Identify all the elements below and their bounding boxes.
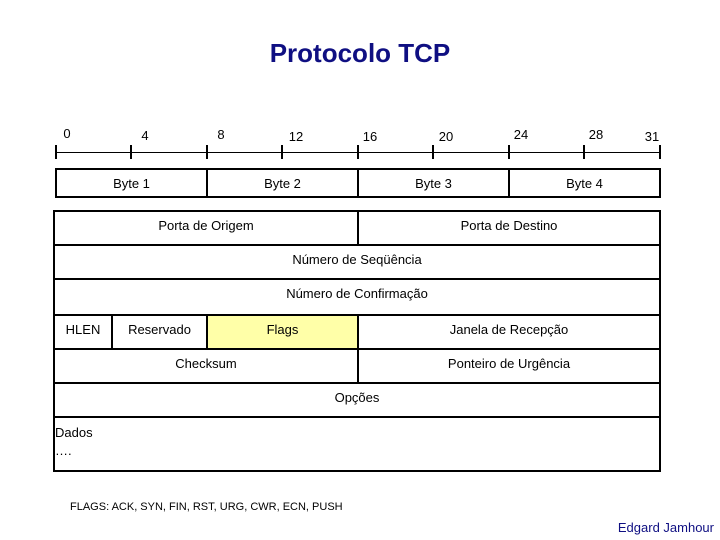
ack-number-field: Número de Confirmação bbox=[53, 278, 661, 316]
bit-tick bbox=[583, 145, 585, 159]
bit-label-24: 24 bbox=[513, 127, 529, 142]
byte-1-cell: Byte 1 bbox=[55, 168, 208, 198]
bit-label-4: 4 bbox=[141, 128, 149, 143]
bit-tick bbox=[281, 145, 283, 159]
author-name: Edgard Jamhour bbox=[617, 520, 714, 535]
bit-label-31: 31 bbox=[644, 129, 660, 144]
source-port-field: Porta de Origem bbox=[53, 210, 359, 246]
bit-tick bbox=[508, 145, 510, 159]
dest-port-field: Porta de Destino bbox=[357, 210, 661, 246]
hlen-field: HLEN bbox=[53, 314, 113, 350]
bit-tick bbox=[357, 145, 359, 159]
bit-tick bbox=[659, 145, 661, 159]
data-label: Dados bbox=[55, 425, 93, 440]
bit-label-16: 16 bbox=[362, 129, 378, 144]
bit-tick bbox=[432, 145, 434, 159]
byte-4-cell: Byte 4 bbox=[508, 168, 661, 198]
bit-label-0: 0 bbox=[63, 126, 71, 141]
bit-tick bbox=[130, 145, 132, 159]
bit-tick bbox=[206, 145, 208, 159]
flags-legend: FLAGS: ACK, SYN, FIN, RST, URG, CWR, ECN… bbox=[70, 501, 343, 513]
byte-2-cell: Byte 2 bbox=[206, 168, 359, 198]
bit-label-28: 28 bbox=[588, 127, 604, 142]
window-field: Janela de Recepção bbox=[357, 314, 661, 350]
bit-label-8: 8 bbox=[217, 127, 225, 142]
byte-3-cell: Byte 3 bbox=[357, 168, 510, 198]
bit-label-12: 12 bbox=[288, 129, 304, 144]
data-field: Dados …. bbox=[53, 416, 661, 472]
page-title: Protocolo TCP bbox=[269, 38, 451, 68]
bit-label-20: 20 bbox=[438, 129, 454, 144]
flags-field: Flags bbox=[206, 314, 359, 350]
options-field: Opções bbox=[53, 382, 661, 418]
urgent-pointer-field: Ponteiro de Urgência bbox=[357, 348, 661, 384]
reserved-field: Reservado bbox=[111, 314, 208, 350]
data-ellipsis: …. bbox=[55, 443, 72, 458]
checksum-field: Checksum bbox=[53, 348, 359, 384]
bit-tick bbox=[55, 145, 57, 159]
sequence-number-field: Número de Seqüência bbox=[53, 244, 661, 280]
